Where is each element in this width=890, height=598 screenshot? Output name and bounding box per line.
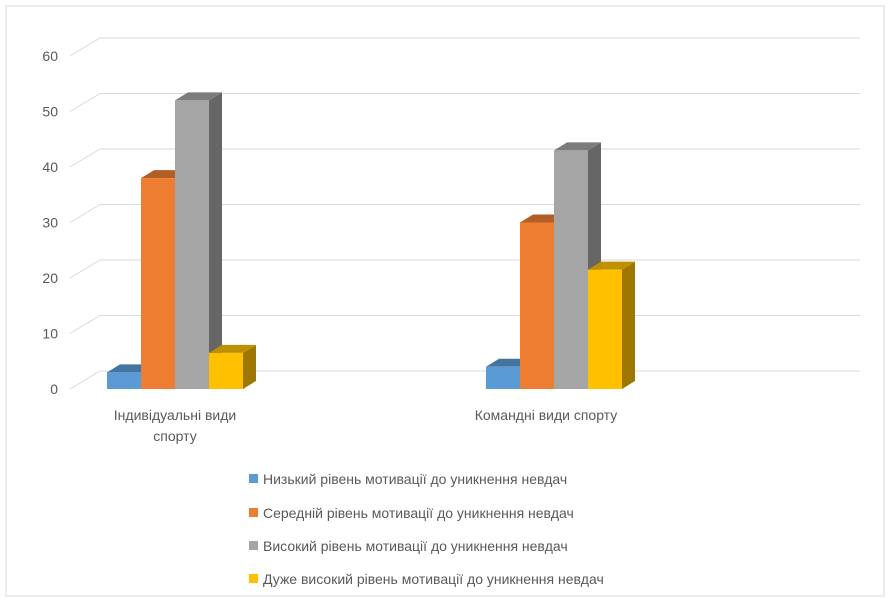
legend-item: Середній рівень мотивації до уникнення н… xyxy=(249,505,574,521)
x-category-label: Командні види спорту xyxy=(475,407,618,423)
gridline xyxy=(69,37,860,57)
x-category-label: Індивідуальні види спорту xyxy=(114,407,236,444)
gridline xyxy=(69,259,860,279)
bar xyxy=(209,344,256,389)
legend-swatch xyxy=(249,574,258,583)
y-tick-label: 10 xyxy=(42,326,58,342)
y-tick-label: 30 xyxy=(42,215,58,231)
legend-swatch xyxy=(249,541,258,550)
y-axis-ticks: 0 10 20 30 40 50 60 xyxy=(42,48,58,397)
bar xyxy=(175,92,222,390)
legend-label: Високий рівень мотивації до уникнення не… xyxy=(263,538,568,554)
legend-swatch xyxy=(249,508,258,517)
y-tick-label: 0 xyxy=(50,381,58,397)
y-tick-label: 50 xyxy=(42,104,58,120)
legend-label: Низький рівень мотивації до уникнення не… xyxy=(263,471,567,487)
legend-swatch xyxy=(249,474,258,483)
bar xyxy=(588,261,635,389)
y-tick-label: 40 xyxy=(42,159,58,175)
y-tick-label: 60 xyxy=(42,48,58,64)
legend: Низький рівень мотивації до уникнення не… xyxy=(249,471,604,587)
y-tick-label: 20 xyxy=(42,270,58,286)
legend-item: Дуже високий рівень мотивації до уникнен… xyxy=(249,571,604,587)
gridline xyxy=(69,148,860,168)
x-axis-categories: Індивідуальні види спорту Командні види сп… xyxy=(114,407,617,444)
legend-label: Дуже високий рівень мотивації до уникнен… xyxy=(263,571,604,587)
legend-item: Високий рівень мотивації до уникнення не… xyxy=(249,538,568,554)
gridline xyxy=(69,204,860,223)
gridline xyxy=(69,93,860,112)
bars xyxy=(107,92,635,390)
legend-item: Низький рівень мотивації до уникнення не… xyxy=(249,471,567,487)
legend-label: Середній рівень мотивації до уникнення н… xyxy=(263,505,574,521)
